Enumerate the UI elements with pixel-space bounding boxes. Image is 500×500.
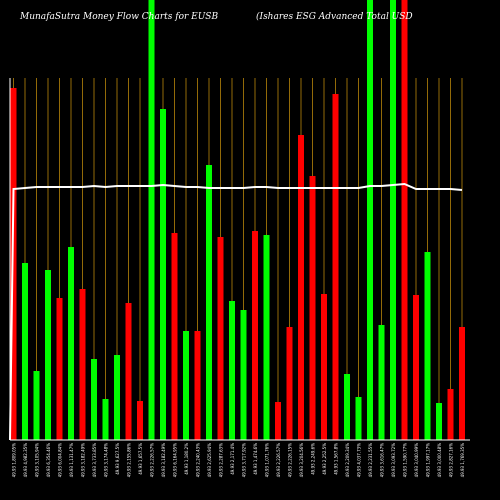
bar bbox=[183, 331, 189, 440]
tick-label: 49.93 2,827.16% bbox=[449, 443, 454, 478]
bar bbox=[298, 135, 304, 440]
bar bbox=[137, 401, 143, 440]
tick-label: 49.93 2,171.4% bbox=[230, 443, 235, 475]
tick-label: 49.93 2,287.63% bbox=[219, 443, 224, 478]
bar bbox=[79, 289, 86, 440]
bar bbox=[125, 303, 132, 440]
bar bbox=[459, 327, 465, 440]
bar bbox=[160, 109, 166, 440]
tick-label: 49.93 2,249.6% bbox=[311, 443, 316, 475]
tick-label: 49.93 3,717.92% bbox=[242, 443, 247, 478]
tick-label: 49.93 1,131.47% bbox=[69, 443, 74, 478]
bar bbox=[240, 310, 247, 440]
tick-label: 49.93 1,071.76% bbox=[265, 443, 270, 478]
bar bbox=[56, 298, 63, 440]
tick-label: 49.93 3,174.48% bbox=[104, 443, 109, 478]
bar bbox=[413, 295, 419, 440]
average-line-group bbox=[9, 182, 463, 441]
bar bbox=[171, 233, 178, 440]
bar bbox=[332, 94, 339, 440]
bar bbox=[263, 235, 270, 440]
tick-label: 49.93 1,567.8% bbox=[334, 443, 339, 475]
tick-label: 49.93 3,204.56% bbox=[299, 443, 304, 478]
tick-label: 49.93 2,226.57% bbox=[276, 443, 281, 478]
bar bbox=[424, 252, 431, 440]
tick-label: 49.93 9,627.5% bbox=[115, 443, 120, 475]
tick-label: 49.93 1,657.5% bbox=[138, 443, 143, 475]
bar bbox=[344, 374, 350, 440]
tick-labels: 49.93 1,809.05% 49.93 4,982.35% 49.93 3,10… bbox=[12, 443, 466, 478]
bar bbox=[194, 331, 201, 440]
tick-label: 49.93 3,182.49% bbox=[161, 443, 166, 478]
tick-label: 49.93 1,474.6% bbox=[253, 443, 258, 475]
chart-title-left: MunafaSutra Money Flow Charts for EUSB bbox=[20, 12, 219, 22]
tick-label: 49.93 1,769.35% bbox=[460, 443, 465, 478]
tick-label: 49.93 6,004.84% bbox=[58, 443, 63, 478]
bar bbox=[367, 0, 373, 440]
bar bbox=[91, 359, 97, 440]
bar bbox=[309, 176, 316, 440]
tick-label: 49.93 3,000.48% bbox=[437, 443, 442, 478]
bar bbox=[286, 327, 293, 440]
bar bbox=[390, 0, 396, 440]
tick-label: 49.93 2,231.55% bbox=[368, 443, 373, 478]
tick-label: 49.93 3,182.49% bbox=[81, 443, 86, 478]
bar bbox=[10, 88, 17, 440]
average-line bbox=[9, 182, 463, 441]
bar bbox=[229, 301, 235, 440]
tick-label: 49.93 6,164.95% bbox=[173, 443, 178, 478]
chart-title-right: (Ishares ESG Advanced Total USD bbox=[256, 12, 413, 22]
tick-label: 49.93 4,037.73% bbox=[357, 443, 362, 478]
bars bbox=[10, 0, 465, 440]
bar bbox=[102, 399, 109, 440]
bar bbox=[68, 247, 74, 440]
bar bbox=[33, 371, 40, 440]
tick-label: 49.93 3,093.72% bbox=[391, 443, 396, 478]
tick-label: 49.93 3,616.47% bbox=[380, 443, 385, 478]
tick-label: 49.93 1,809.05% bbox=[12, 443, 17, 478]
bar bbox=[148, 0, 155, 440]
tick-label: 49.93 2,155.86% bbox=[127, 443, 132, 478]
tick-label: 49.93 3,040.99% bbox=[414, 443, 419, 478]
bar bbox=[401, 0, 408, 440]
bar bbox=[436, 403, 442, 440]
tick-label: 49.93 2,252.5% bbox=[322, 443, 327, 475]
tick-label: 49.93 4,982.35% bbox=[23, 443, 28, 478]
axes bbox=[9, 78, 470, 441]
tick-label: 49.93 1,180.2% bbox=[184, 443, 189, 475]
bar bbox=[45, 270, 51, 440]
bar bbox=[321, 294, 327, 440]
bar bbox=[22, 263, 28, 440]
bar bbox=[275, 402, 281, 440]
tick-label: 49.93 1,590.77% bbox=[403, 443, 408, 478]
tick-label: 49.93 2,226.57% bbox=[150, 443, 155, 478]
tick-label: 49.93 2,226.15% bbox=[288, 443, 293, 478]
tick-label: 49.93 3,733.85% bbox=[92, 443, 97, 478]
bar bbox=[252, 231, 258, 440]
bar bbox=[355, 397, 362, 440]
tick-label: 49.93 2,240.43% bbox=[196, 443, 201, 478]
tick-label: 49.93 2,209.34% bbox=[345, 443, 350, 478]
bar bbox=[114, 355, 120, 440]
bar bbox=[378, 325, 385, 440]
bar bbox=[447, 389, 454, 440]
tick-label: 49.93 3,105.94% bbox=[35, 443, 40, 478]
tick-label: 49.93 2,625.94% bbox=[207, 443, 212, 478]
tick-label: 49.93 1,997.17% bbox=[426, 443, 431, 478]
tick-label: 49.93 6,354.46% bbox=[46, 443, 51, 478]
bar bbox=[206, 165, 212, 440]
bar bbox=[217, 237, 224, 440]
